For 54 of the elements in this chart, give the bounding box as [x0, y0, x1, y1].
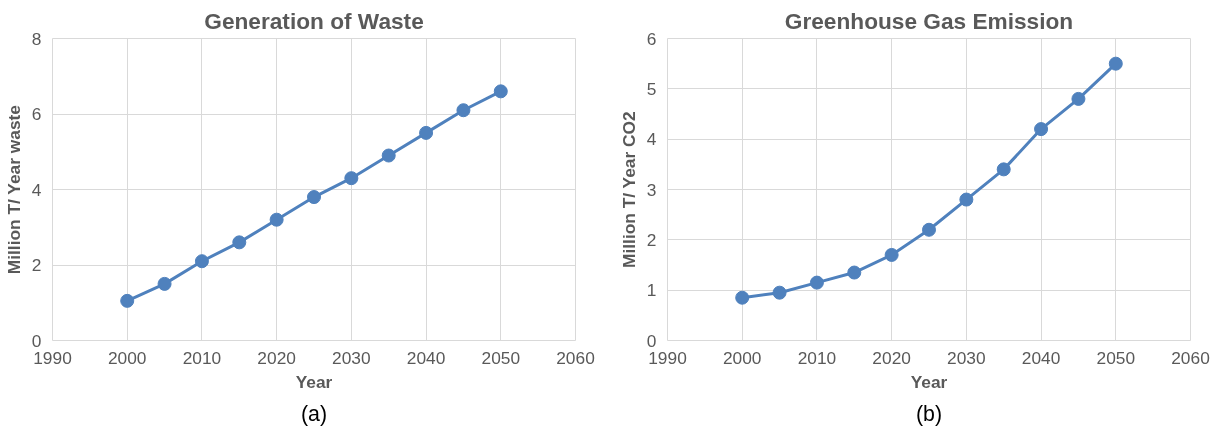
y-tick-label: 6: [646, 28, 657, 49]
point: [419, 125, 434, 140]
point: [493, 84, 508, 99]
point: [1034, 122, 1049, 137]
y-tick-label: 6: [31, 104, 42, 124]
x-axis-title: Year: [910, 371, 948, 392]
point: [157, 276, 172, 291]
point: [381, 148, 396, 163]
point: [1071, 91, 1086, 106]
text: (a): [300, 401, 328, 426]
y-axis-title: Million T/ Year CO2: [618, 111, 639, 268]
y-tick-label: 4: [31, 179, 42, 200]
point: [884, 247, 899, 262]
y-tick-label: 5: [646, 78, 657, 99]
point: [847, 265, 862, 280]
point: [456, 103, 471, 118]
y-tick-label: 1: [646, 280, 657, 301]
x-tick-label: 2010: [797, 347, 837, 368]
point: [809, 275, 824, 290]
point: [772, 285, 787, 300]
x-tick-label: 2030: [332, 347, 371, 368]
point: [959, 192, 974, 207]
x-tick-label: 2060: [556, 347, 595, 368]
point: [735, 290, 750, 305]
point: [232, 235, 247, 250]
y-tick-label: 4: [646, 129, 657, 150]
point: [344, 171, 359, 186]
x-tick-label: 2050: [481, 347, 521, 368]
y-tick-label: 8: [31, 28, 42, 49]
x-tick-label: 2000: [722, 347, 762, 368]
x-tick-label: 2010: [182, 347, 222, 368]
y-tick-label: 2: [646, 229, 657, 250]
x-tick-label: 2060: [1171, 347, 1210, 368]
y-tick-label: 3: [646, 179, 657, 200]
point: [194, 254, 209, 269]
x-axis-title: Year: [295, 371, 333, 392]
point: [1108, 56, 1123, 71]
chart-title: Generation of Waste: [204, 7, 424, 34]
point: [307, 190, 321, 205]
text: (b): [915, 401, 943, 426]
point: [269, 212, 284, 227]
point: [120, 293, 135, 308]
point: [922, 222, 936, 237]
x-tick-label: 2000: [107, 347, 147, 368]
point: [996, 162, 1011, 177]
x-tick-label: 2020: [257, 347, 296, 368]
x-tick-label: 2020: [872, 347, 911, 368]
y-tick-label: 2: [31, 255, 42, 275]
y-axis-title: Million T/ Year waste: [3, 104, 24, 275]
x-tick-label: 2040: [1021, 347, 1061, 368]
chart-title: Greenhouse Gas Emission: [784, 7, 1074, 34]
x-tick-label: 2040: [406, 347, 446, 368]
x-tick-label: 2050: [1096, 347, 1136, 368]
x-tick-label: 2030: [947, 347, 986, 368]
